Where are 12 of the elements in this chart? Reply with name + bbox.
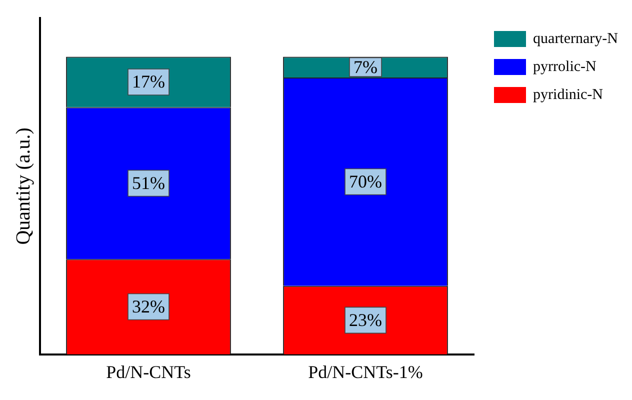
data-label: 32% [132,296,165,317]
legend-label: quarternary-N [533,30,618,48]
data-label: 7% [354,56,378,77]
legend-label: pyrrolic-N [533,58,596,76]
data-label: 70% [349,171,382,192]
data-label: 23% [349,310,382,330]
data-label: 17% [132,72,165,92]
legend-label: pyridinic-N [533,86,604,104]
x-tick-label: Pd/N-CNTs [106,362,191,382]
x-tick-label: Pd/N-CNTs-1% [308,362,423,382]
y-axis-title: Quantity (a.u.) [12,128,34,245]
data-label: 51% [132,172,165,193]
